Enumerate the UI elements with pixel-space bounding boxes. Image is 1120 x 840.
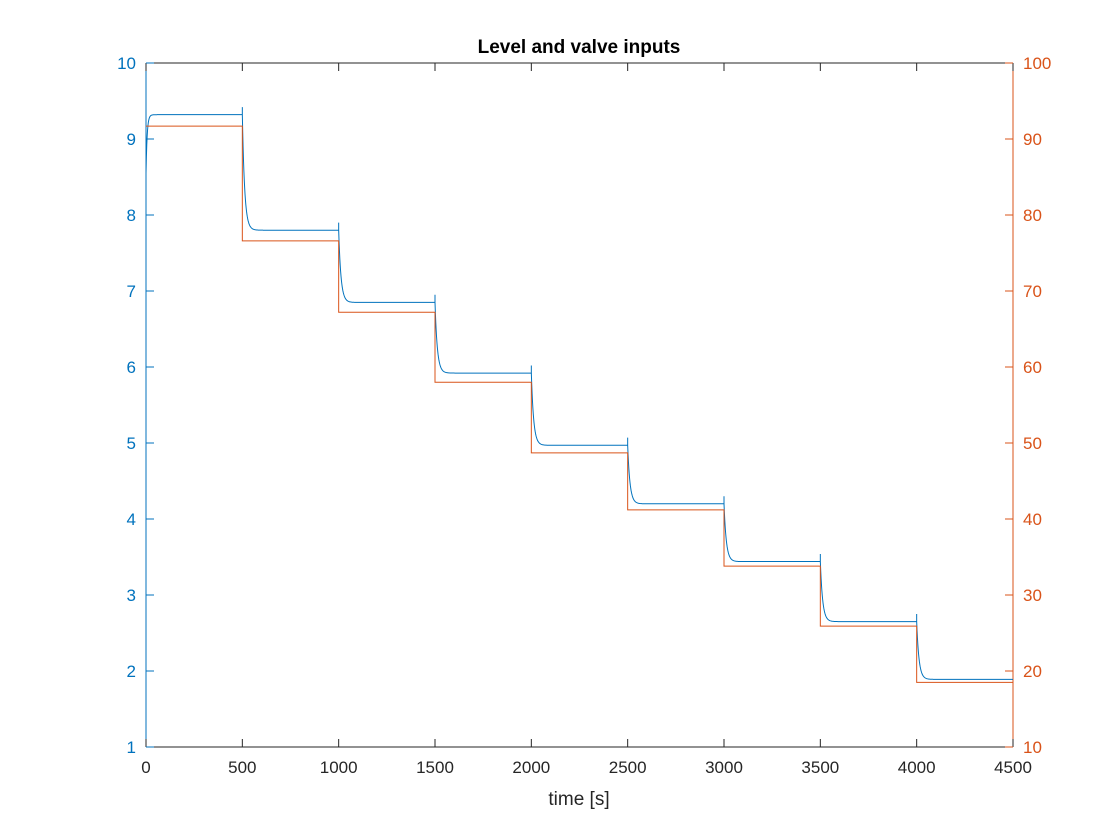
y-tick-label-left: 10 (117, 54, 136, 73)
x-tick-label: 4000 (898, 758, 936, 777)
x-tick-label: 2500 (609, 758, 647, 777)
x-tick-label: 1000 (320, 758, 358, 777)
y-tick-label-left: 1 (127, 738, 136, 757)
y-tick-label-left: 8 (127, 206, 136, 225)
series-lines (145, 107, 1013, 683)
axes: 0 500 1000 1500 2000 2500 3000 3500 4000 4500 1 2 3 4… (117, 54, 1051, 777)
y-tick-label-left: 7 (127, 282, 136, 301)
y-tick-label-right: 100 (1023, 54, 1051, 73)
x-axis-label: time [s] (548, 789, 609, 810)
x-tick-label: 3000 (705, 758, 743, 777)
chart-title: Level and valve inputs (478, 37, 681, 58)
x-tick-label: 3500 (801, 758, 839, 777)
y-tick-label-right: 50 (1023, 434, 1042, 453)
level-series-line (145, 107, 1013, 680)
y-tick-label-right: 40 (1023, 510, 1042, 529)
x-tick-label: 4500 (994, 758, 1032, 777)
y-tick-label-left: 2 (127, 662, 136, 681)
x-tick-label: 0 (141, 758, 150, 777)
y-tick-label-left: 3 (127, 586, 136, 605)
y-tick-label-left: 4 (127, 510, 136, 529)
y-tick-label-right: 20 (1023, 662, 1042, 681)
x-tick-label: 1500 (416, 758, 454, 777)
x-tick-label: 500 (228, 758, 256, 777)
y-tick-label-left: 5 (127, 434, 136, 453)
y-tick-label-right: 90 (1023, 130, 1042, 149)
y-tick-label-right: 10 (1023, 738, 1042, 757)
x-tick-label: 2000 (512, 758, 550, 777)
y-tick-label-left: 9 (127, 130, 136, 149)
valve-input-series-line (146, 125, 1013, 683)
y-tick-label-right: 30 (1023, 586, 1042, 605)
y-tick-label-left: 6 (127, 358, 136, 377)
y-tick-label-right: 60 (1023, 358, 1042, 377)
y-tick-label-right: 70 (1023, 282, 1042, 301)
y-tick-label-right: 80 (1023, 206, 1042, 225)
